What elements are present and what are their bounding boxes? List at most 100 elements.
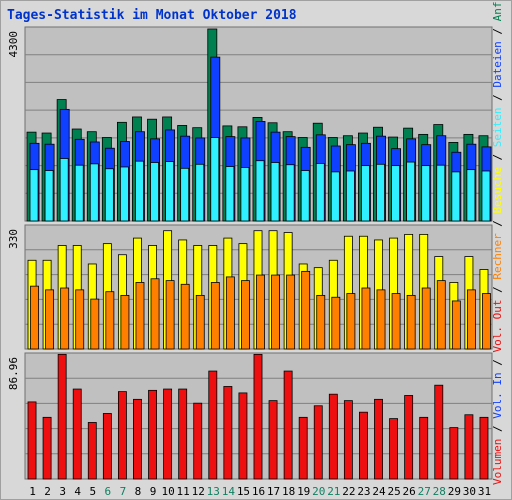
bar-seiten-day-30 xyxy=(466,169,476,222)
x-tick-label-day-24: 24 xyxy=(372,485,386,498)
x-tick-label-day-2: 2 xyxy=(44,485,51,498)
bar-volumen-day-29 xyxy=(449,427,459,480)
bar-volumen-day-3 xyxy=(57,353,67,480)
bar-seiten-day-8 xyxy=(135,160,144,222)
bar-seiten-day-20 xyxy=(315,162,325,222)
bar-volumen-day-6 xyxy=(102,413,112,480)
legend-separator: / xyxy=(491,353,504,373)
bar-volumen-day-27 xyxy=(419,416,429,480)
x-tick-label-day-4: 4 xyxy=(74,485,81,498)
legend-item-volumen: Volumen xyxy=(491,439,504,485)
bar-rechner-day-23 xyxy=(361,287,371,350)
bar-volumen-day-17 xyxy=(268,400,278,480)
legend-separator: / xyxy=(491,21,504,41)
bar-volumen-day-11 xyxy=(178,388,188,480)
x-tick-label-day-9: 9 xyxy=(150,485,157,498)
bar-rechner-day-13 xyxy=(210,282,220,350)
bar-seiten-day-2 xyxy=(44,170,54,222)
bar-rechner-day-17 xyxy=(271,274,280,350)
bar-rechner-day-25 xyxy=(391,293,401,350)
bar-rechner-day-12 xyxy=(195,294,205,350)
bar-seiten-day-1 xyxy=(29,169,39,222)
bar-seiten-day-25 xyxy=(391,165,401,222)
bar-seiten-day-28 xyxy=(436,164,446,222)
chart-title: Tages-Statistik im Monat Oktober 2018 xyxy=(7,8,297,23)
x-tick-label-day-15: 15 xyxy=(237,485,250,498)
panel-3-ymax-label: 86.96 xyxy=(7,357,20,390)
bar-rechner-day-20 xyxy=(316,294,326,350)
bar-seiten-day-17 xyxy=(270,162,280,222)
legend: Volumen / Vol. In / Vol. Out / Rechner /… xyxy=(491,1,504,485)
bar-volumen-day-9 xyxy=(148,389,157,480)
bar-seiten-day-23 xyxy=(361,165,370,222)
bar-seiten-day-14 xyxy=(225,166,235,222)
x-tick-label-day-7: 7 xyxy=(120,485,127,498)
bar-volumen-day-21 xyxy=(328,393,338,480)
bar-seiten-day-27 xyxy=(421,165,431,222)
bar-rechner-day-30 xyxy=(466,289,476,350)
bar-seiten-day-13 xyxy=(210,137,220,222)
x-tick-label-day-20: 20 xyxy=(312,485,325,498)
bar-rechner-day-15 xyxy=(240,280,250,350)
bar-rechner-day-26 xyxy=(406,294,416,350)
x-tick-label-day-3: 3 xyxy=(59,485,66,498)
x-tick-label-day-28: 28 xyxy=(433,485,446,498)
x-tick-label-day-27: 27 xyxy=(418,485,431,498)
legend-separator: / xyxy=(491,88,504,108)
bar-seiten-day-10 xyxy=(165,161,175,222)
x-tick-label-day-12: 12 xyxy=(192,485,205,498)
bar-seiten-day-6 xyxy=(104,168,114,222)
x-tick-label-day-22: 22 xyxy=(342,485,355,498)
bar-rechner-day-8 xyxy=(135,282,145,350)
bar-rechner-day-24 xyxy=(376,289,386,350)
x-tick-label-day-26: 26 xyxy=(403,485,416,498)
x-tick-label-day-18: 18 xyxy=(282,485,295,498)
bar-volumen-day-4 xyxy=(72,388,82,480)
bar-volumen-day-31 xyxy=(479,416,489,480)
bar-volumen-day-12 xyxy=(193,402,203,480)
bar-volumen-day-24 xyxy=(374,398,383,480)
x-tick-label-day-6: 6 xyxy=(105,485,112,498)
bar-volumen-day-15 xyxy=(238,392,248,480)
bar-rechner-day-10 xyxy=(165,280,175,350)
bar-seiten-day-19 xyxy=(300,170,310,222)
bar-volumen-day-7 xyxy=(117,391,127,480)
bar-rechner-day-2 xyxy=(45,289,55,350)
bar-seiten-day-12 xyxy=(195,163,205,222)
x-tick-label-day-5: 5 xyxy=(89,485,96,498)
legend-separator: / xyxy=(491,419,504,439)
bar-volumen-day-22 xyxy=(343,400,353,480)
bar-seiten-day-4 xyxy=(74,164,84,222)
bar-seiten-day-18 xyxy=(285,164,295,222)
bar-rechner-day-4 xyxy=(75,289,85,350)
x-tick-label-day-21: 21 xyxy=(327,485,340,498)
bar-rechner-day-22 xyxy=(346,293,356,350)
bar-seiten-day-16 xyxy=(255,160,265,222)
bar-volumen-day-8 xyxy=(133,398,142,480)
legend-separator: / xyxy=(491,147,504,167)
bar-volumen-day-5 xyxy=(87,422,97,480)
bar-seiten-day-24 xyxy=(376,163,385,222)
bar-seiten-day-29 xyxy=(451,171,461,222)
legend-item-dateien: Dateien xyxy=(491,41,504,87)
x-tick-label-day-23: 23 xyxy=(357,485,370,498)
bar-seiten-day-26 xyxy=(406,161,416,222)
bar-volumen-day-25 xyxy=(389,418,399,480)
bar-seiten-day-21 xyxy=(330,171,340,222)
bar-volumen-day-1 xyxy=(27,401,37,480)
x-tick-label-day-13: 13 xyxy=(207,485,220,498)
x-tick-label-day-30: 30 xyxy=(463,485,476,498)
x-tick-label-day-14: 14 xyxy=(222,485,236,498)
legend-item-seiten: Seiten xyxy=(491,107,504,147)
x-tick-label-day-31: 31 xyxy=(478,485,491,498)
bar-seiten-day-11 xyxy=(180,167,190,222)
x-tick-label-day-11: 11 xyxy=(177,485,190,498)
bar-rechner-day-16 xyxy=(256,274,265,350)
legend-item-vol-out: Vol. Out xyxy=(491,300,504,353)
bar-seiten-day-31 xyxy=(481,170,491,222)
bar-seiten-day-15 xyxy=(240,167,250,222)
bar-volumen-day-18 xyxy=(283,370,293,480)
bar-rechner-day-18 xyxy=(286,274,296,350)
